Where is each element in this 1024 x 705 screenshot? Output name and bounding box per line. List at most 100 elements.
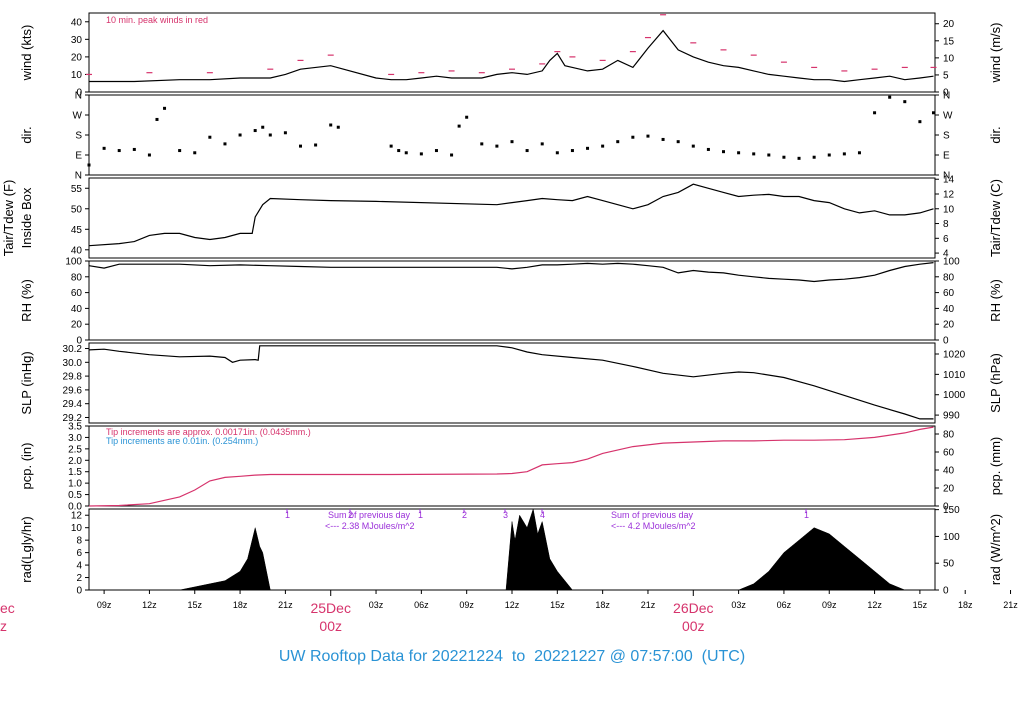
x-tick-label: 15z — [550, 600, 565, 610]
wind-annotation: 10 min. peak winds in red — [106, 15, 208, 25]
dir-right-tick-label: N — [943, 91, 950, 102]
dir-point — [631, 135, 635, 139]
dir-point — [261, 125, 265, 129]
dir-point — [155, 117, 159, 121]
dir-point — [336, 125, 340, 129]
dir-right-tick-label: W — [943, 111, 953, 122]
x-tick-label: 21z — [278, 600, 293, 610]
panel-frame-0 — [88, 12, 936, 93]
panel-frame-3 — [88, 260, 936, 341]
x-tick-label: 15z — [187, 600, 202, 610]
x-tick-label: 03z — [369, 600, 384, 610]
dir-point — [117, 149, 121, 153]
panel-frame-2 — [88, 177, 936, 259]
rad-ylabel-left: rad(Lgly/hr) — [19, 516, 34, 582]
dir-point — [450, 153, 454, 157]
dir-right-tick-label: N — [943, 171, 950, 182]
dir-point — [329, 123, 333, 127]
x-tick-label: 06z — [414, 600, 429, 610]
rad-right-tick-label: 0 — [943, 586, 949, 597]
footer-title: UW Rooftop Data for 20221224 to 20221227… — [0, 648, 1024, 666]
dir-point — [268, 133, 272, 137]
wind-right-tick-label: 15 — [943, 36, 955, 47]
slp-right-tick-label: 990 — [943, 411, 960, 422]
slp-left-tick-label: 29.2 — [63, 413, 83, 424]
rad-marker-label: 1 — [804, 510, 809, 520]
x-tick-label: 09z — [822, 600, 837, 610]
dir-point — [767, 153, 771, 157]
panel-frame-4 — [88, 342, 936, 424]
slp-right-tick-label: 1020 — [943, 349, 966, 360]
dir-point — [208, 135, 212, 139]
rh-right-tick-label: 20 — [943, 320, 955, 331]
slp-right-tick-label: 1010 — [943, 370, 966, 381]
dir-left-tick-label: S — [75, 131, 82, 142]
rad-marker-label: 1 — [418, 510, 423, 520]
x-tick-label: 18z — [233, 600, 248, 610]
pcp-ylabel-left: pcp. (in) — [19, 443, 34, 490]
temperature-line — [88, 183, 934, 247]
dir-point — [918, 120, 922, 124]
temp-left-tick-label: 50 — [71, 204, 83, 215]
rh-right-tick-label: 40 — [943, 304, 955, 315]
rad-annotation-2: Sum of previous day — [611, 510, 694, 520]
x-day-sub-label: 00z — [682, 618, 705, 634]
rh-right-tick-label: 80 — [943, 272, 955, 283]
dir-point — [404, 151, 408, 155]
pcp-note-tip-approx: Tip increments are approx. 0.00171in. (0… — [106, 427, 311, 437]
rad-marker-label: 1 — [285, 510, 290, 520]
dir-point — [676, 140, 680, 144]
pcp-left-tick-label: 0.0 — [68, 502, 82, 513]
wind-left-tick-label: 10 — [71, 70, 83, 81]
dir-point — [223, 142, 227, 146]
rh-left-tick-label: 80 — [71, 272, 83, 283]
x-day-label: 26Dec — [673, 600, 713, 616]
temp-right-tick-label: 12 — [943, 190, 955, 201]
slp-ylabel-left: SLP (inHg) — [19, 351, 34, 414]
temp-ylabel-right: Tair/Tdew (C) — [988, 179, 1003, 257]
rh-left-tick-label: 40 — [71, 304, 83, 315]
dir-point — [842, 152, 846, 156]
pressure-line — [88, 345, 934, 420]
rad-annotation-2-value: <--- 4.2 MJoules/m^2 — [611, 521, 696, 531]
wind-ylabel-left: wind (kts) — [19, 25, 34, 82]
x-tick-label: 18z — [595, 600, 610, 610]
dir-ylabel-right: dir. — [988, 126, 1003, 143]
dir-left-tick-label: N — [75, 91, 82, 102]
dir-point — [525, 149, 529, 153]
dir-point — [87, 163, 91, 167]
rad-left-tick-label: 2 — [76, 573, 82, 584]
pcp-ylabel-right: pcp. (mm) — [988, 437, 1003, 496]
dir-point — [178, 149, 182, 153]
dir-point — [752, 152, 756, 156]
precip-line — [88, 426, 934, 507]
slp-left-tick-label: 29.6 — [63, 385, 83, 396]
dir-point — [253, 129, 257, 133]
x-tick-label: 18z — [958, 600, 973, 610]
dir-point — [782, 155, 786, 159]
x-tick-label: 15z — [913, 600, 928, 610]
dir-point — [706, 147, 710, 151]
rad-marker-label: 4 — [540, 510, 545, 520]
dir-point — [314, 143, 318, 147]
radiation-area — [179, 508, 934, 591]
dir-point — [616, 140, 620, 144]
pcp-left-tick-label: 3.5 — [68, 422, 82, 433]
dir-point — [147, 153, 151, 157]
dir-point — [601, 144, 605, 148]
dir-ylabel-left: dir. — [19, 126, 34, 143]
humidity-line — [88, 262, 934, 283]
x-tick-label: 03z — [731, 600, 746, 610]
dir-point — [661, 137, 665, 141]
rad-left-tick-label: 6 — [76, 548, 82, 559]
dir-point — [797, 156, 801, 160]
dir-point — [540, 142, 544, 146]
slp-left-tick-label: 29.4 — [63, 399, 83, 410]
dir-point — [931, 111, 935, 115]
pcp-left-tick-label: 2.5 — [68, 444, 82, 455]
dir-point — [646, 134, 650, 138]
pcp-right-tick-label: 80 — [943, 430, 955, 441]
pcp-right-tick-label: 40 — [943, 466, 955, 477]
